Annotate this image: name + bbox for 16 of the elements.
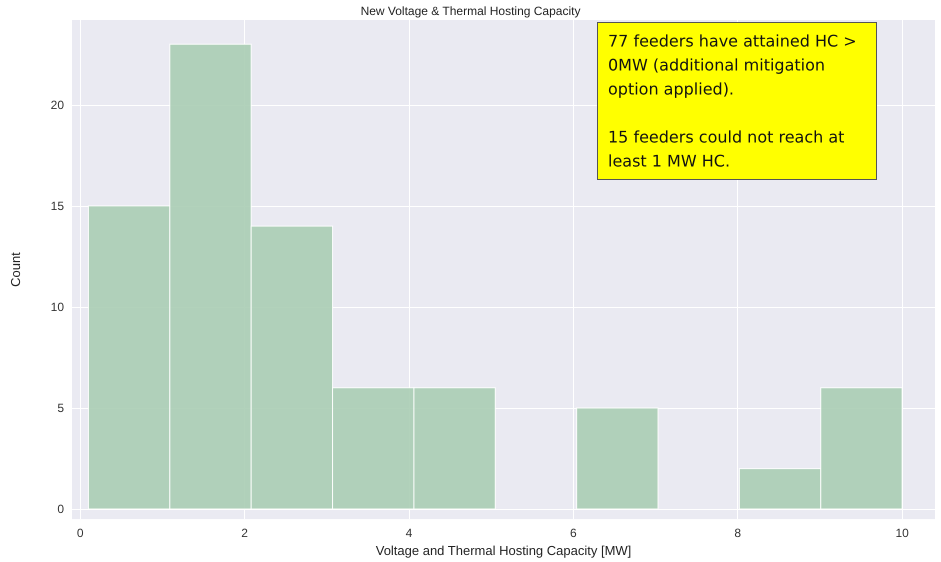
y-tick-label: 20 — [50, 98, 64, 112]
y-tick-label: 5 — [57, 400, 64, 415]
annotation: 77 feeders have attained HC > 0MW (additional mitigation option applied). — [608, 32, 862, 98]
x-tick-label: 4 — [406, 526, 413, 540]
x-tick-label: 10 — [895, 526, 910, 540]
y-tick-label: 15 — [50, 198, 64, 213]
y-axis-title: Count — [8, 252, 23, 287]
x-tick-label: 8 — [734, 526, 742, 540]
x-tick-label: 2 — [241, 526, 248, 540]
x-tick-label: 6 — [570, 526, 578, 540]
y-tick-label: 0 — [57, 502, 64, 516]
x-tick-label: 0 — [76, 526, 84, 540]
annotation: 15 feeders could not reach at least 1 MW HC. — [608, 128, 850, 170]
chart-title: New Voltage & Thermal Hosting Capacity — [360, 4, 580, 18]
y-tick-label: 10 — [50, 300, 64, 314]
x-axis-title: Voltage and Thermal Hosting Capacity [MW] — [376, 543, 632, 558]
